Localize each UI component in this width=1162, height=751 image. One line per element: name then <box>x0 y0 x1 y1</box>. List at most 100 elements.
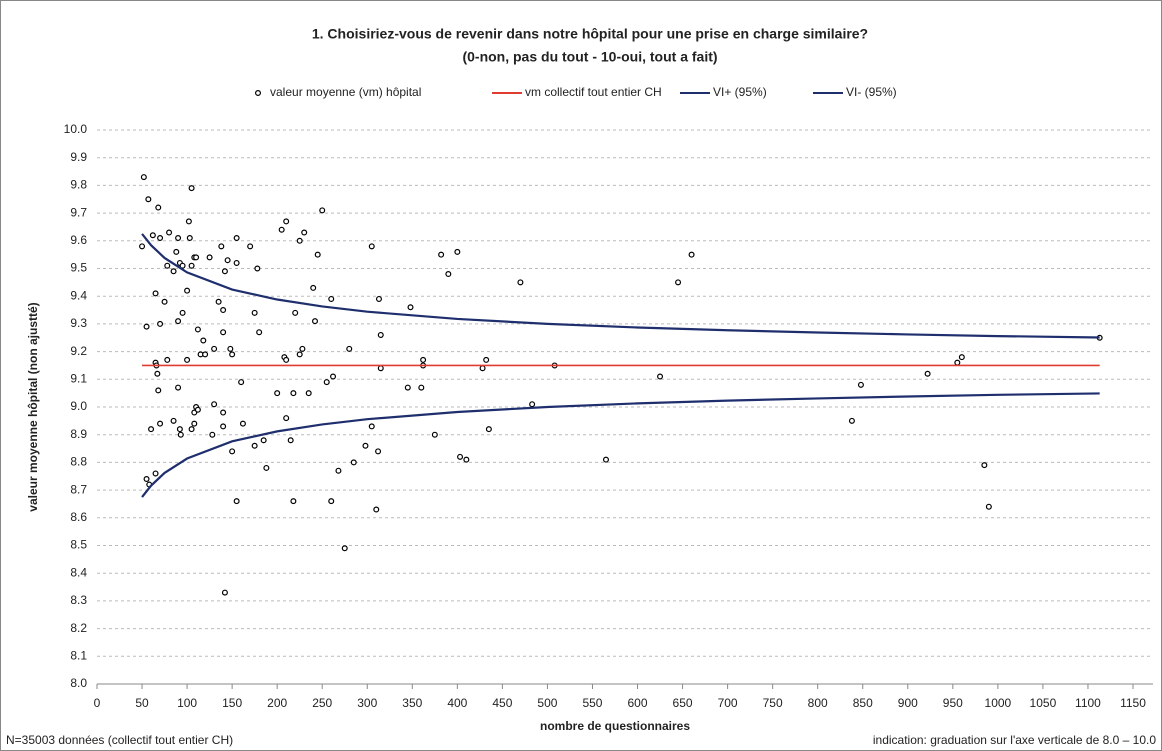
data-point <box>251 309 258 316</box>
data-point <box>238 379 245 386</box>
x-tick-label: 1150 <box>1120 696 1146 710</box>
data-point <box>194 326 201 333</box>
data-point <box>305 390 312 397</box>
data-point <box>202 351 209 358</box>
data-point <box>274 390 281 397</box>
data-point <box>924 370 931 377</box>
data-point <box>233 235 240 242</box>
legend-label: VI+ (95%) <box>713 85 767 99</box>
data-point <box>328 498 335 505</box>
y-tick-label: 8.4 <box>70 565 87 579</box>
data-point <box>479 365 486 372</box>
data-point <box>220 307 227 314</box>
data-point <box>185 218 192 225</box>
series-line <box>141 233 1100 339</box>
data-point <box>260 437 267 444</box>
data-point <box>233 259 240 266</box>
data-point <box>164 262 171 269</box>
data-point <box>157 235 164 242</box>
data-point <box>418 384 425 391</box>
x-tick-label: 350 <box>402 696 422 710</box>
data-point <box>335 467 342 474</box>
data-point <box>175 318 182 325</box>
y-tick-label: 9.3 <box>70 316 87 330</box>
data-point <box>310 284 317 291</box>
data-point <box>175 235 182 242</box>
data-point <box>483 356 490 363</box>
data-point <box>688 251 695 258</box>
data-point <box>161 298 168 305</box>
data-point <box>157 320 164 327</box>
y-tick-label: 8.2 <box>70 621 87 635</box>
data-point <box>186 235 193 242</box>
x-tick-label: 1000 <box>985 696 1012 710</box>
data-point <box>529 401 536 408</box>
y-tick-label: 9.2 <box>70 344 87 358</box>
series-line <box>141 392 1100 498</box>
x-axis-title: nombre de questionnaires <box>540 719 690 733</box>
x-tick-label: 850 <box>853 696 873 710</box>
data-point <box>239 420 246 427</box>
data-point <box>173 248 180 255</box>
data-point <box>350 459 357 466</box>
data-point <box>296 237 303 244</box>
x-tick-label: 950 <box>943 696 963 710</box>
data-point <box>278 226 285 233</box>
data-point <box>463 456 470 463</box>
data-point <box>229 351 236 358</box>
y-tick-label: 8.6 <box>70 510 87 524</box>
x-tick-label: 1100 <box>1075 696 1101 710</box>
data-point <box>981 462 988 469</box>
y-tick-label: 9.0 <box>70 399 87 413</box>
data-point <box>229 448 236 455</box>
data-point <box>958 354 965 361</box>
data-point <box>179 309 186 316</box>
data-point <box>177 431 184 438</box>
data-point <box>312 318 319 325</box>
data-point <box>211 345 218 352</box>
data-point <box>254 265 261 272</box>
data-point <box>301 229 308 236</box>
data-point <box>848 417 855 424</box>
footnote: indication: graduation sur l'axe vertica… <box>873 733 1156 747</box>
data-point <box>220 423 227 430</box>
x-tick-label: 750 <box>763 696 783 710</box>
data-point <box>431 431 438 438</box>
data-point <box>155 204 162 211</box>
y-axis-title: valeur moyenne hôpital (non ajustté) <box>26 302 40 511</box>
data-point <box>283 415 290 422</box>
data-point <box>602 456 609 463</box>
data-point <box>407 304 414 311</box>
x-tick-label: 100 <box>177 696 197 710</box>
data-point <box>454 248 461 255</box>
data-point <box>188 185 195 192</box>
y-tick-label: 8.3 <box>70 593 87 607</box>
y-tick-label: 8.5 <box>70 538 87 552</box>
data-point <box>200 337 207 344</box>
data-point <box>143 323 150 330</box>
y-tick-label: 9.9 <box>70 150 87 164</box>
data-point <box>218 243 225 250</box>
chart-subtitle: (0-non, pas du tout - 10-oui, tout a fai… <box>462 49 717 65</box>
legend-label: vm collectif tout entier CH <box>525 85 662 99</box>
data-point <box>194 406 201 413</box>
legend-label: VI- (95%) <box>846 85 897 99</box>
data-point <box>188 262 195 269</box>
y-tick-label: 9.6 <box>70 233 87 247</box>
data-point <box>346 345 353 352</box>
x-tick-label: 650 <box>673 696 693 710</box>
data-point <box>319 207 326 214</box>
data-point <box>221 589 228 596</box>
x-tick-label: 900 <box>898 696 918 710</box>
data-point <box>292 309 299 316</box>
data-point <box>175 384 182 391</box>
legend-marker <box>255 89 262 96</box>
x-tick-label: 300 <box>357 696 377 710</box>
data-point <box>341 545 348 552</box>
data-point <box>164 356 171 363</box>
data-point <box>179 262 186 269</box>
y-tick-label: 9.7 <box>70 205 87 219</box>
data-point <box>290 390 297 397</box>
data-point <box>154 370 161 377</box>
